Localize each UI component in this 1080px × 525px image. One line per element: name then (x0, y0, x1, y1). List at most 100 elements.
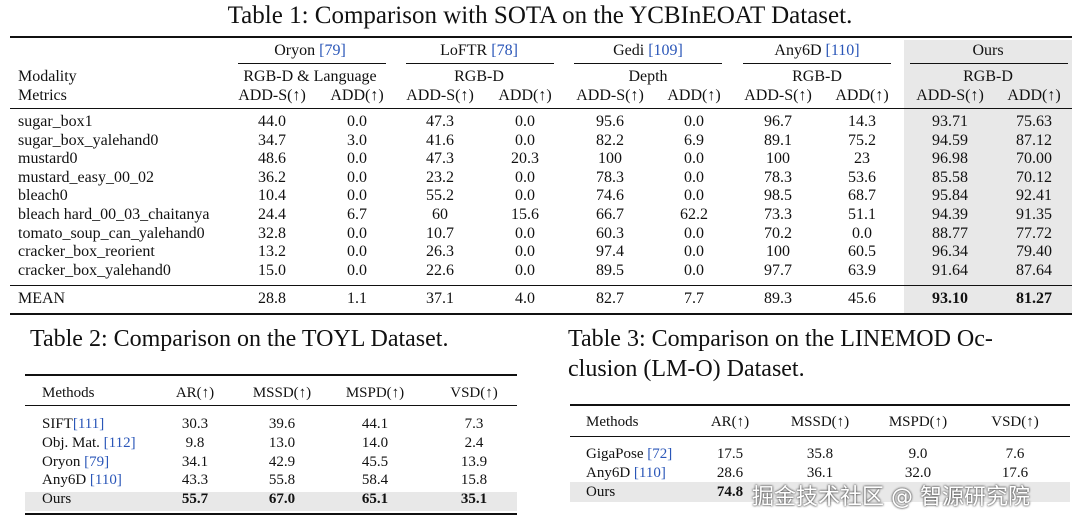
table1-cell: 0.0 (515, 261, 535, 279)
table3-header: MSSD(↑) (790, 414, 850, 430)
table1-cell: 100 (766, 243, 790, 261)
table3-header: VSD(↑) (991, 414, 1039, 430)
table1-row-name: tomato_soup_can_yalehand0 (18, 224, 205, 242)
table1-mean-cell: 89.3 (764, 290, 792, 307)
table1-cell: 95.6 (596, 113, 624, 130)
table1-metric-header: ADD-S(↑) (406, 87, 474, 104)
table2-header-methods: Methods (42, 385, 95, 401)
table1-group-rule (406, 63, 554, 64)
table1-modality: Depth (628, 68, 668, 85)
table1-metric-header: ADD(↑) (667, 87, 721, 104)
table1-cell: 98.5 (764, 187, 792, 205)
table1-cell: 6.9 (684, 131, 704, 149)
table1-cell: 97.7 (764, 261, 792, 279)
table1-cell: 60.3 (596, 224, 624, 242)
table1-row-name: mustard0 (18, 150, 78, 168)
table2-cell: 14.0 (361, 434, 389, 451)
table3-method-name: Ours (586, 483, 616, 500)
table1-cell: 0.0 (684, 224, 704, 242)
table1-cell: 78.3 (596, 168, 624, 186)
table1-cell: 23.2 (426, 168, 454, 186)
table1-cell: 0.0 (347, 224, 367, 242)
table1-modality: RGB-D & Language (243, 68, 377, 85)
table1-cell: 10.7 (426, 224, 454, 242)
table3-cell: 28.6 (716, 464, 744, 481)
table1-cell: 44.0 (258, 113, 286, 130)
table1-cell: 48.6 (258, 150, 286, 168)
table1-cell: 74.6 (596, 187, 624, 205)
table1-mean-cell: 37.1 (426, 290, 454, 307)
table1-cell: 0.0 (684, 243, 704, 261)
table1-cell: 92.41 (1016, 187, 1052, 205)
table1-header-oryon: Oryon [79] (274, 42, 346, 59)
table1-cell: 100 (598, 150, 622, 168)
table1-caption: Table 1: Comparison with SOTA on the YCB… (227, 2, 853, 29)
watermark-text: 掘金技术社区 @ 智源研究院 (752, 485, 1030, 510)
table2-top-rule (25, 374, 517, 376)
table2-cell: 13.9 (460, 453, 488, 470)
table2-cell: 34.1 (181, 453, 209, 470)
table1-cell: 0.0 (347, 261, 367, 279)
table1-header-ours: Ours (972, 42, 1004, 59)
table1-row-name: sugar_box1 (18, 113, 93, 130)
table1-metric-header: ADD(↑) (498, 87, 552, 104)
table1-cell: 47.3 (426, 113, 454, 130)
table2-header-rule (25, 405, 517, 406)
table1-cell: 60 (432, 206, 448, 223)
table3-cell: 17.5 (716, 446, 744, 462)
table2-cell: 55.7 (181, 491, 209, 508)
table1-mean-cell: 28.8 (258, 290, 286, 307)
table1-metric-header: ADD-S(↑) (576, 87, 644, 104)
table3-cell: 36.1 (806, 464, 834, 481)
table3-header-rule (570, 436, 1070, 437)
table1-metric-header: ADD(↑) (835, 87, 889, 104)
table1-cell: 96.98 (932, 150, 968, 168)
table1-group-rule (574, 63, 722, 64)
table1-metric-header: ADD-S(↑) (916, 87, 984, 104)
table1-cell: 94.59 (932, 131, 968, 149)
table1-cell: 70.2 (764, 224, 792, 242)
table1-metric-header: ADD(↑) (330, 87, 384, 104)
table1-cell: 89.1 (764, 131, 792, 149)
table1-top-rule (10, 36, 1072, 38)
table1-group-rule (910, 63, 1068, 64)
table1-header-loftr: LoFTR [78] (440, 42, 518, 59)
table1-modality: RGB-D (454, 68, 504, 85)
table1-cell: 91.35 (1016, 206, 1052, 223)
table1-cell: 87.64 (1016, 261, 1052, 279)
table1-cell: 13.2 (258, 243, 286, 261)
table1-cell: 96.7 (764, 113, 792, 130)
table3-cell: 9.0 (908, 446, 928, 462)
table1-cell: 15.6 (511, 206, 539, 223)
table1-cell: 0.0 (515, 224, 535, 242)
table1-mean-cell: 4.0 (515, 290, 535, 307)
table1-cell: 63.9 (848, 261, 876, 279)
table1-cell: 55.2 (426, 187, 454, 205)
table2-cell: 15.8 (460, 472, 488, 489)
table1-cell: 0.0 (515, 168, 535, 186)
table1-cell: 62.2 (680, 206, 708, 223)
table3-cell: 7.6 (1005, 446, 1025, 462)
table2-header: MSPD(↑) (345, 385, 405, 401)
table2-cell: 35.1 (460, 491, 488, 508)
table1-mean-cell: 45.6 (848, 290, 876, 307)
table2-cell: 2.4 (464, 434, 484, 451)
table1-cell: 36.2 (258, 168, 286, 186)
table1-cell: 26.3 (426, 243, 454, 261)
table1-group-rule (238, 63, 386, 64)
table1-row-name: mustard_easy_00_02 (18, 168, 154, 186)
table1-cell: 82.2 (596, 131, 624, 149)
table1-metric-header: ADD-S(↑) (744, 87, 812, 104)
table1-cell: 0.0 (684, 150, 704, 168)
table2-cell: 43.3 (181, 472, 209, 489)
table1-cell: 68.7 (848, 187, 876, 205)
table1-cell: 14.3 (848, 113, 876, 130)
table1-mean-cell: 82.7 (596, 290, 624, 307)
table1-cell: 0.0 (515, 113, 535, 130)
table2-cell: 67.0 (268, 491, 296, 508)
table1-cell: 41.6 (426, 131, 454, 149)
ours-column-shading (904, 40, 1072, 315)
table2-cell: 7.3 (464, 416, 484, 432)
table3-caption-line2: clusion (LM-O) Dataset. (568, 356, 805, 382)
table1-cell: 3.0 (347, 131, 367, 149)
